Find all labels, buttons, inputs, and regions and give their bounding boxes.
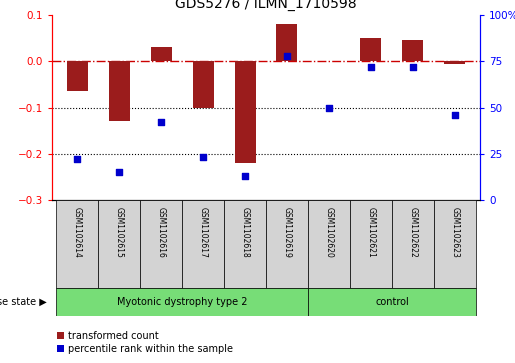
Point — [451, 112, 459, 118]
Text: GSM1102614: GSM1102614 — [73, 207, 82, 258]
Text: GSM1102615: GSM1102615 — [115, 207, 124, 258]
Text: control: control — [375, 297, 409, 307]
Point — [325, 105, 333, 110]
Point — [73, 156, 81, 162]
Bar — [266, 200, 308, 288]
Point — [199, 155, 207, 160]
Bar — [308, 288, 476, 316]
Text: GSM1102618: GSM1102618 — [241, 207, 250, 258]
Title: GDS5276 / ILMN_1710598: GDS5276 / ILMN_1710598 — [175, 0, 357, 11]
Bar — [360, 38, 382, 61]
Text: GSM1102616: GSM1102616 — [157, 207, 166, 258]
Point — [367, 64, 375, 70]
Legend: transformed count, percentile rank within the sample: transformed count, percentile rank withi… — [57, 331, 233, 354]
Bar — [224, 200, 266, 288]
Text: GSM1102620: GSM1102620 — [324, 207, 333, 258]
Bar — [308, 200, 350, 288]
Text: disease state ▶: disease state ▶ — [0, 297, 47, 307]
Bar — [150, 48, 171, 61]
Point — [115, 170, 123, 175]
Point — [241, 173, 249, 179]
Text: GSM1102622: GSM1102622 — [408, 207, 417, 258]
Bar — [277, 24, 298, 61]
Bar — [140, 200, 182, 288]
Bar — [350, 200, 392, 288]
Bar — [66, 61, 88, 91]
Bar — [434, 200, 476, 288]
Bar — [193, 61, 214, 107]
Bar — [56, 200, 98, 288]
Text: Myotonic dystrophy type 2: Myotonic dystrophy type 2 — [117, 297, 247, 307]
Text: GSM1102621: GSM1102621 — [366, 207, 375, 258]
Point — [409, 64, 417, 70]
Bar — [182, 200, 224, 288]
Bar — [402, 40, 423, 61]
Bar — [98, 200, 140, 288]
Bar — [56, 288, 308, 316]
Text: GSM1102617: GSM1102617 — [199, 207, 208, 258]
Point — [157, 119, 165, 125]
Text: GSM1102619: GSM1102619 — [283, 207, 291, 258]
Point — [283, 53, 291, 58]
Bar — [109, 61, 130, 121]
Bar — [444, 61, 466, 64]
Bar — [392, 200, 434, 288]
Bar — [234, 61, 255, 163]
Text: GSM1102623: GSM1102623 — [450, 207, 459, 258]
